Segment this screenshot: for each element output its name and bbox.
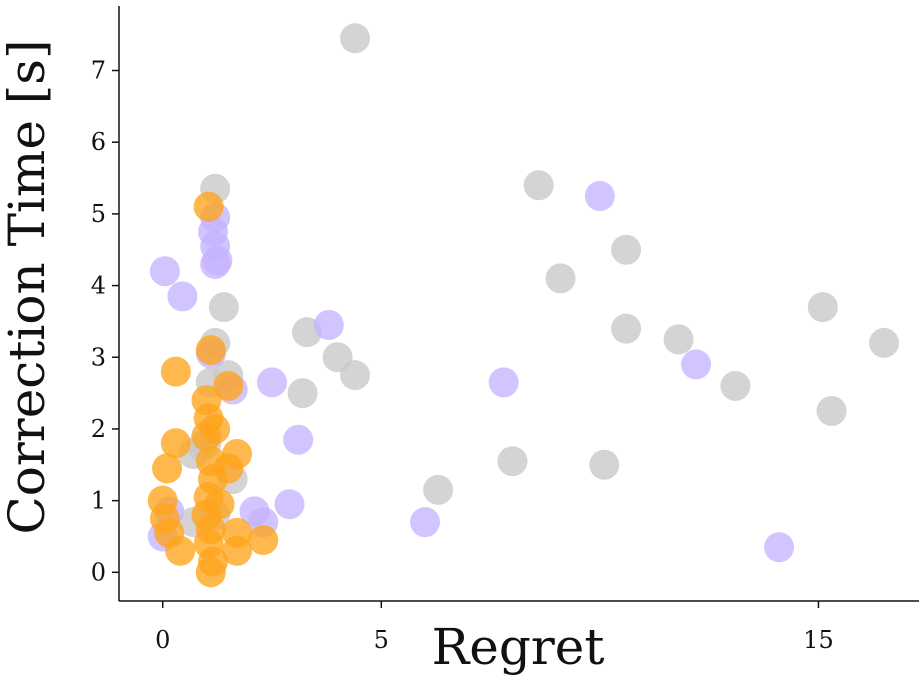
x-tick-label: 5 xyxy=(374,626,389,654)
data-point-s0-26 xyxy=(816,396,847,427)
data-point-s1-20 xyxy=(681,349,712,380)
data-point-s0-19 xyxy=(545,263,576,294)
x-tick-label: 0 xyxy=(155,626,170,654)
data-point-s1-9 xyxy=(257,367,288,398)
data-point-s0-0 xyxy=(340,23,371,54)
y-tick-label: 1 xyxy=(91,487,106,515)
y-axis-label: Correction Time [s] xyxy=(0,40,56,535)
axis-ticks: 0 1 2 3 4 5 6 7 0 5 15 xyxy=(91,57,834,654)
y-tick-label: 5 xyxy=(91,200,106,228)
data-point-s2-27 xyxy=(204,489,235,520)
y-tick-label: 4 xyxy=(91,272,106,300)
data-point-s2-1 xyxy=(195,335,226,366)
data-point-s0-15 xyxy=(287,378,318,409)
data-point-s1-18 xyxy=(488,367,519,398)
data-point-s2-20 xyxy=(200,413,231,444)
data-point-s0-20 xyxy=(611,234,642,265)
data-point-s1-10 xyxy=(283,424,314,455)
plot-area xyxy=(147,23,900,588)
data-point-s2-3 xyxy=(160,428,191,459)
y-tick-label: 2 xyxy=(91,415,106,443)
data-point-s2-0 xyxy=(193,191,224,222)
data-point-s0-22 xyxy=(663,324,694,355)
y-tick-label: 0 xyxy=(91,558,106,586)
data-point-s0-17 xyxy=(497,446,528,477)
data-point-s2-23 xyxy=(222,439,253,470)
data-point-s2-25 xyxy=(222,535,253,566)
data-point-s2-2 xyxy=(160,356,191,387)
data-point-s2-21 xyxy=(213,370,244,401)
y-tick-label: 7 xyxy=(91,57,106,85)
data-point-s0-24 xyxy=(720,370,751,401)
x-tick-label: 15 xyxy=(803,626,834,654)
x-axis-label: Regret xyxy=(432,618,605,676)
data-point-s2-19 xyxy=(195,557,226,588)
data-point-s2-26 xyxy=(248,525,279,556)
data-point-s1-19 xyxy=(584,180,615,211)
data-point-s2-8 xyxy=(165,535,196,566)
data-point-s1-16 xyxy=(313,310,344,341)
data-point-s1-1 xyxy=(167,281,198,312)
data-point-s0-25 xyxy=(807,292,838,323)
data-point-s2-4 xyxy=(152,453,183,484)
data-point-s0-27 xyxy=(869,327,900,358)
y-tick-label: 3 xyxy=(91,343,106,371)
data-point-s0-23 xyxy=(589,449,620,480)
data-point-s0-21 xyxy=(611,313,642,344)
data-point-s1-17 xyxy=(410,507,441,538)
y-tick-label: 6 xyxy=(91,128,106,156)
data-point-s0-2 xyxy=(208,292,239,323)
data-point-s0-16 xyxy=(423,474,454,505)
data-point-s1-0 xyxy=(149,256,180,287)
data-point-s1-6 xyxy=(200,249,231,280)
data-point-s1-21 xyxy=(764,532,795,563)
data-point-s0-18 xyxy=(523,170,554,201)
data-point-s0-14 xyxy=(340,360,371,391)
data-point-s1-11 xyxy=(274,489,305,520)
